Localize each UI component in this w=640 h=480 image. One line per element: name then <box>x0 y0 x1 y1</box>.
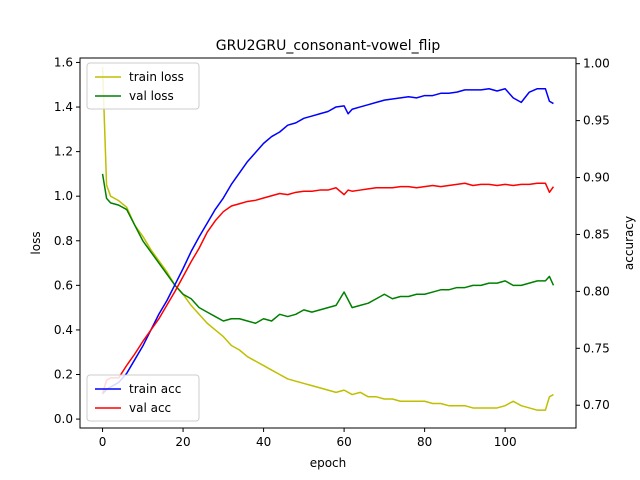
y-right-tick-label: 0.95 <box>583 114 610 128</box>
x-tick-label: 40 <box>256 435 271 449</box>
y-left-tick-label: 1.6 <box>54 55 73 69</box>
y-left-tick-label: 0.6 <box>54 278 73 292</box>
y-right-tick-label: 0.80 <box>583 284 610 298</box>
y-right-tick-label: 0.75 <box>583 341 610 355</box>
y-axis-label-right: accuracy <box>622 216 636 270</box>
y-left-tick-label: 1.2 <box>54 145 73 159</box>
x-tick-label: 0 <box>99 435 107 449</box>
x-tick-label: 20 <box>175 435 190 449</box>
y-left-tick-label: 0.8 <box>54 234 73 248</box>
y-left-tick-label: 1.0 <box>54 189 73 203</box>
legend-entry-train-loss: train loss <box>129 70 184 84</box>
y-left-tick-label: 0.4 <box>54 323 73 337</box>
series-line-train-acc <box>101 87 554 395</box>
series-line-val-loss <box>101 173 555 324</box>
y-right-tick-label: 0.70 <box>583 398 610 412</box>
chart-title: GRU2GRU_consonant-vowel_flip <box>216 38 441 54</box>
legend-box <box>86 374 200 422</box>
y-left-tick-label: 0.2 <box>54 368 73 382</box>
y-axis-label-left: loss <box>29 231 43 254</box>
legend-box <box>86 62 200 110</box>
y-right-tick-label: 0.90 <box>583 171 610 185</box>
x-tick-label: 100 <box>494 435 517 449</box>
x-tick-label: 80 <box>417 435 432 449</box>
plot-frame <box>79 57 577 429</box>
axes-layer: 0 20 40 60 80 100 0.0 0.2 0.4 0.6 0.8 1.0 1.2 1.4 1.6 0… <box>54 55 610 449</box>
series-layer <box>101 66 555 411</box>
y-right-tick-label: 1.00 <box>583 57 610 71</box>
legend-layer: train loss val loss train acc val acc <box>86 62 200 422</box>
x-tick-label: 60 <box>336 435 351 449</box>
y-left-tick-label: 1.4 <box>54 100 73 114</box>
legend-entry-train-acc: train acc <box>129 382 181 396</box>
x-axis-label: epoch <box>310 456 347 470</box>
y-left-tick-label: 0.0 <box>54 412 73 426</box>
legend-entry-val-loss: val loss <box>129 89 174 103</box>
y-right-tick-label: 0.85 <box>583 227 610 241</box>
legend-entry-val-acc: val acc <box>129 401 171 415</box>
series-line-val-acc <box>101 182 555 395</box>
